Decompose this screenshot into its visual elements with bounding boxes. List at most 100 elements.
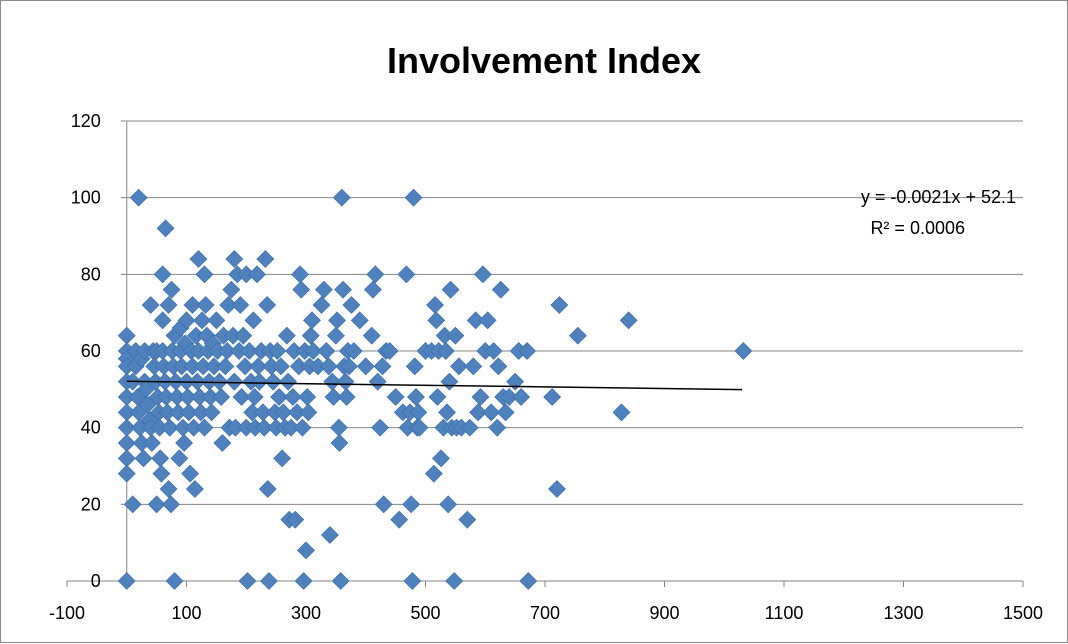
data-point-253 — [506, 372, 525, 391]
data-point-40 — [152, 464, 171, 483]
x-tick-label-1100: 1100 — [765, 603, 804, 623]
data-point-103 — [218, 342, 237, 360]
data-point-115 — [234, 326, 253, 345]
data-point-194 — [366, 265, 385, 284]
data-point-8 — [117, 434, 136, 452]
data-point-259 — [548, 480, 566, 498]
data-point-172 — [319, 357, 338, 376]
data-point-49 — [159, 296, 178, 314]
data-point-106 — [222, 280, 241, 299]
gridlines — [126, 120, 1023, 505]
data-point-195 — [368, 372, 387, 391]
data-point-214 — [410, 418, 429, 437]
data-point-126 — [248, 265, 266, 284]
data-point-11 — [117, 572, 136, 590]
data-point-177 — [328, 311, 346, 330]
data-point-74 — [183, 296, 202, 314]
data-point-219 — [427, 311, 446, 330]
data-point-156 — [291, 265, 309, 284]
data-point-147 — [277, 326, 296, 345]
data-point-171 — [317, 342, 336, 360]
data-point-264 — [734, 342, 753, 360]
data-point-109 — [225, 372, 244, 391]
data-point-178 — [329, 418, 348, 437]
data-point-66 — [175, 434, 194, 452]
data-point-53 — [162, 280, 181, 299]
data-point-51 — [160, 418, 179, 437]
data-point-240 — [469, 403, 488, 422]
data-point-217 — [424, 464, 443, 483]
data-point-191 — [356, 357, 375, 376]
data-point-248 — [489, 357, 508, 376]
data-point-228 — [440, 372, 459, 391]
data-point-13 — [123, 495, 142, 514]
data-point-184 — [336, 372, 355, 391]
data-point-238 — [464, 357, 483, 376]
data-point-255 — [512, 388, 531, 406]
data-point-202 — [390, 510, 409, 529]
data-point-22 — [134, 449, 153, 468]
data-point-246 — [484, 342, 503, 360]
data-point-180 — [331, 572, 350, 590]
x-tick-label-300: 300 — [291, 603, 321, 623]
trendline-equation: y = -0.0021x + 52.1 — [861, 187, 1016, 207]
chart-title: Involvement Index — [387, 40, 701, 81]
data-point-120 — [240, 342, 259, 360]
data-point-128 — [250, 372, 269, 391]
data-point-98 — [210, 372, 229, 391]
data-point-135 — [260, 572, 278, 590]
data-point-41 — [153, 265, 172, 284]
data-point-239 — [466, 311, 485, 330]
data-point-175 — [324, 388, 343, 406]
data-point-132 — [256, 250, 275, 268]
data-point-77 — [185, 480, 204, 498]
data-point-0 — [117, 326, 136, 345]
data-point-232 — [446, 326, 465, 345]
trendline-group — [126, 380, 743, 391]
data-point-124 — [245, 388, 264, 406]
data-point-34 — [147, 495, 166, 514]
data-point-196 — [371, 418, 390, 437]
data-point-102 — [216, 357, 235, 376]
data-point-237 — [460, 418, 479, 437]
data-point-179 — [330, 434, 349, 452]
data-point-210 — [405, 357, 424, 376]
data-point-165 — [301, 326, 320, 345]
data-point-158 — [293, 418, 312, 437]
data-point-69 — [177, 311, 196, 330]
data-point-153 — [286, 510, 305, 529]
y-tick-label-120: 120 — [71, 111, 101, 131]
data-point-93 — [202, 403, 221, 422]
data-point-138 — [264, 372, 283, 391]
data-point-56 — [165, 572, 184, 590]
data-point-176 — [326, 326, 345, 345]
data-point-190 — [350, 311, 369, 330]
data-point-207 — [402, 495, 421, 514]
data-point-163 — [299, 403, 318, 422]
data-points — [117, 188, 753, 590]
data-point-189 — [344, 342, 363, 360]
data-point-201 — [386, 388, 405, 406]
data-point-236 — [458, 510, 477, 529]
x-tick-label-700: 700 — [530, 603, 560, 623]
y-tick-label-100: 100 — [71, 188, 101, 208]
data-point-61 — [170, 449, 189, 468]
y-tick-label-40: 40 — [81, 418, 101, 438]
data-point-226 — [438, 403, 456, 422]
data-point-241 — [471, 388, 490, 406]
data-point-252 — [500, 388, 519, 406]
data-point-72 — [181, 464, 200, 483]
data-point-39 — [151, 449, 170, 468]
data-point-198 — [374, 495, 393, 514]
data-point-182 — [334, 280, 352, 299]
data-point-18 — [129, 188, 148, 207]
data-point-143 — [271, 357, 290, 376]
data-point-227 — [439, 495, 458, 514]
data-point-71 — [179, 403, 198, 422]
data-point-30 — [142, 434, 161, 452]
data-point-123 — [244, 311, 263, 330]
data-point-100 — [213, 434, 232, 452]
data-point-245 — [482, 403, 501, 422]
data-point-52 — [162, 495, 180, 514]
